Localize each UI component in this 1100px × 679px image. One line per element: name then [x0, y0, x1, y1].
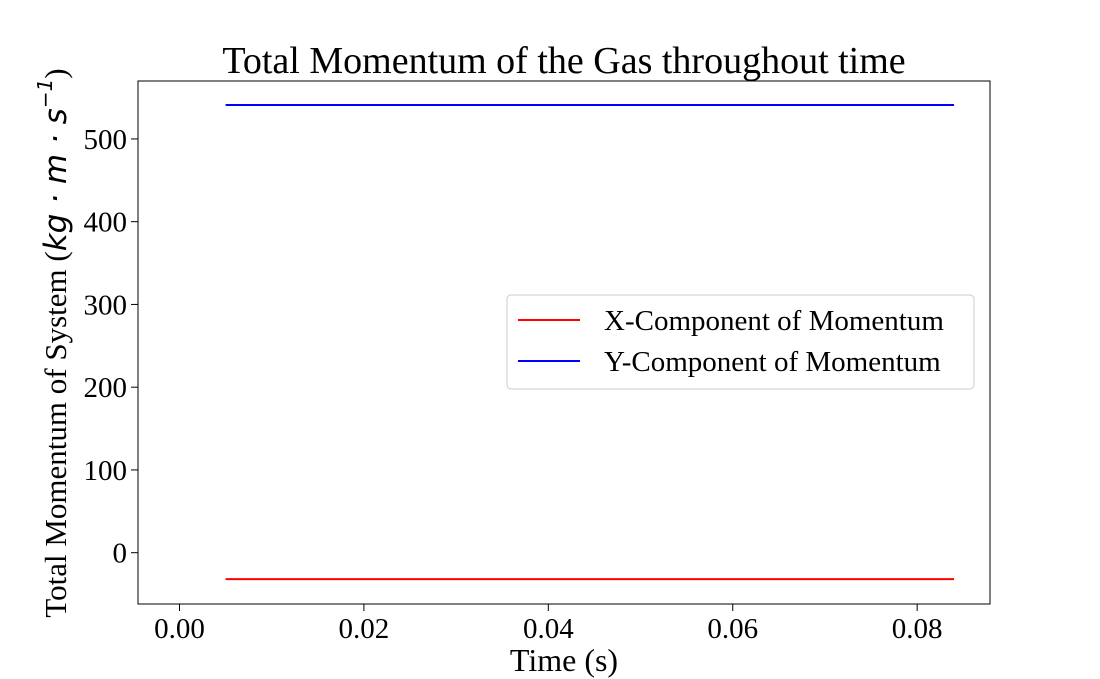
y-axis-label-prefix: Total Momentum of System ( — [38, 251, 73, 617]
chart-title: Total Momentum of the Gas throughout tim… — [222, 40, 905, 82]
legend-box — [506, 294, 975, 390]
y-tick-label: 200 — [84, 372, 128, 404]
legend-label: X-Component of Momentum — [604, 305, 944, 337]
x-tick-label: 0.00 — [154, 613, 205, 645]
x-axis: 0.00 0.02 0.04 0.06 0.08 — [154, 604, 943, 645]
y-axis-label-units: kg · m · s — [38, 108, 74, 251]
legend: X-Component of Momentum Y-Component of Mo… — [506, 294, 975, 390]
y-tick-label: 0 — [113, 538, 128, 570]
y-axis-label-exponent: −1 — [33, 79, 57, 108]
y-axis-label-suffix: ) — [38, 68, 73, 78]
x-tick-label: 0.04 — [523, 613, 574, 645]
legend-label: Y-Component of Momentum — [604, 346, 941, 378]
y-tick-label: 400 — [84, 207, 128, 239]
series-lines — [225, 103, 955, 581]
x-tick-label: 0.02 — [339, 613, 390, 645]
y-tick-label: 100 — [84, 455, 128, 487]
y-axis-label: Total Momentum of System (kg · m · s−1) — [33, 68, 74, 617]
x-axis-label: Time (s) — [510, 642, 618, 678]
x-tick-label: 0.06 — [707, 613, 758, 645]
y-tick-label: 500 — [84, 124, 128, 156]
x-tick-label: 0.08 — [892, 613, 943, 645]
y-axis: 0 100 200 300 400 500 — [84, 124, 138, 570]
y-tick-label: 300 — [84, 289, 128, 321]
plot-frame — [137, 80, 991, 605]
